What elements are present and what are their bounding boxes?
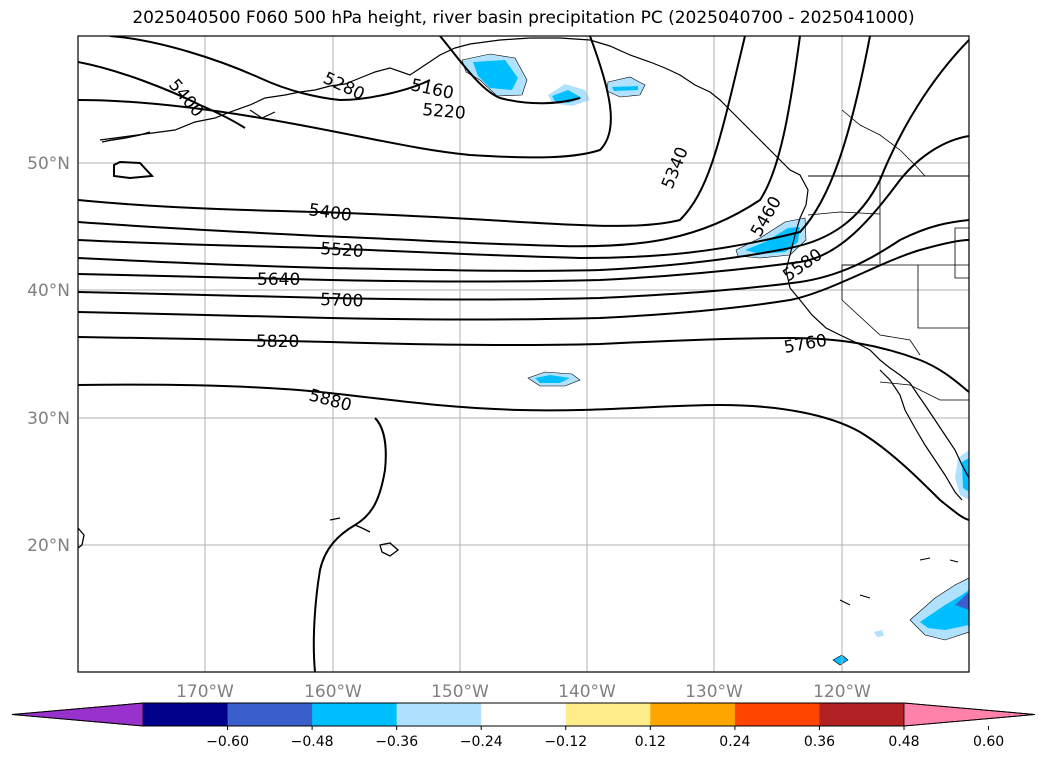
contour-label: 5880 [307,386,354,417]
colorbar-tick-label: −0.48 [291,734,334,750]
colorbar-tick-label: 0.36 [804,734,835,750]
colorbar-swatch [227,703,313,726]
lon-label: 150°W [431,682,489,702]
contour-label: 5760 [782,331,828,358]
contour-label: 5820 [256,332,299,352]
colorbar-swatch [565,703,651,726]
lat-label: 40°N [27,281,70,301]
colorbar-swatch [143,703,229,726]
contour-label: 5400 [307,200,353,226]
colorbar-tick-label: −0.12 [544,734,587,750]
lon-label: 160°W [304,682,362,702]
contour-label: 5640 [257,270,300,290]
lon-label: 170°W [176,682,234,702]
colorbar-tick-label: −0.24 [460,734,503,750]
colorbar-swatch [312,703,398,726]
contour-label: 5160 [409,75,455,104]
lat-label: 20°N [27,536,70,556]
lon-label: 130°W [685,682,743,702]
longitude-labels: 170°W 160°W 150°W 140°W 130°W 120°W [176,682,871,702]
coastlines [78,37,969,606]
colorbar-swatch [481,703,567,726]
map-frame [77,35,970,673]
colorbar-tick-label: 0.24 [719,734,750,750]
colorbar-swatch [396,703,482,726]
colorbar-swatch [734,703,820,726]
colorbar-tick-label: −0.60 [206,734,249,750]
contour-label: 5220 [422,100,467,124]
contour-label: 5400 [164,75,207,121]
colorbar: −0.60 −0.48 −0.36 −0.24 −0.12 0.12 0.24 0.36 0.4… [11,702,1036,750]
contour-labels: 5400 5280 5160 5220 5340 5460 5400 5520 … [164,68,828,416]
colorbar-extend-high [903,702,1036,727]
colorbar-extend-low [11,702,144,727]
colorbar-tick-label: 0.48 [888,734,919,750]
contour-label: 5520 [320,239,365,262]
lat-label: 30°N [27,409,70,429]
height-contours [78,36,969,672]
contour-label: 5700 [320,290,364,311]
graticule [78,36,969,672]
map-title: 2025040500 F060 500 hPa height, river ba… [132,8,915,28]
lon-label: 140°W [558,682,616,702]
contour-label: 5340 [658,144,693,192]
lat-label: 50°N [27,154,70,174]
colorbar-swatch [819,703,905,726]
precipitation-shading [461,53,969,666]
colorbar-tick-label: 0.60 [973,734,1004,750]
latitude-labels: 50°N 40°N 30°N 20°N [27,154,70,556]
colorbar-tick-label: −0.36 [375,734,418,750]
colorbar-outline [11,702,1036,727]
colorbar-tick-label: 0.12 [635,734,666,750]
colorbar-swatch [650,703,736,726]
lon-label: 120°W [813,682,871,702]
